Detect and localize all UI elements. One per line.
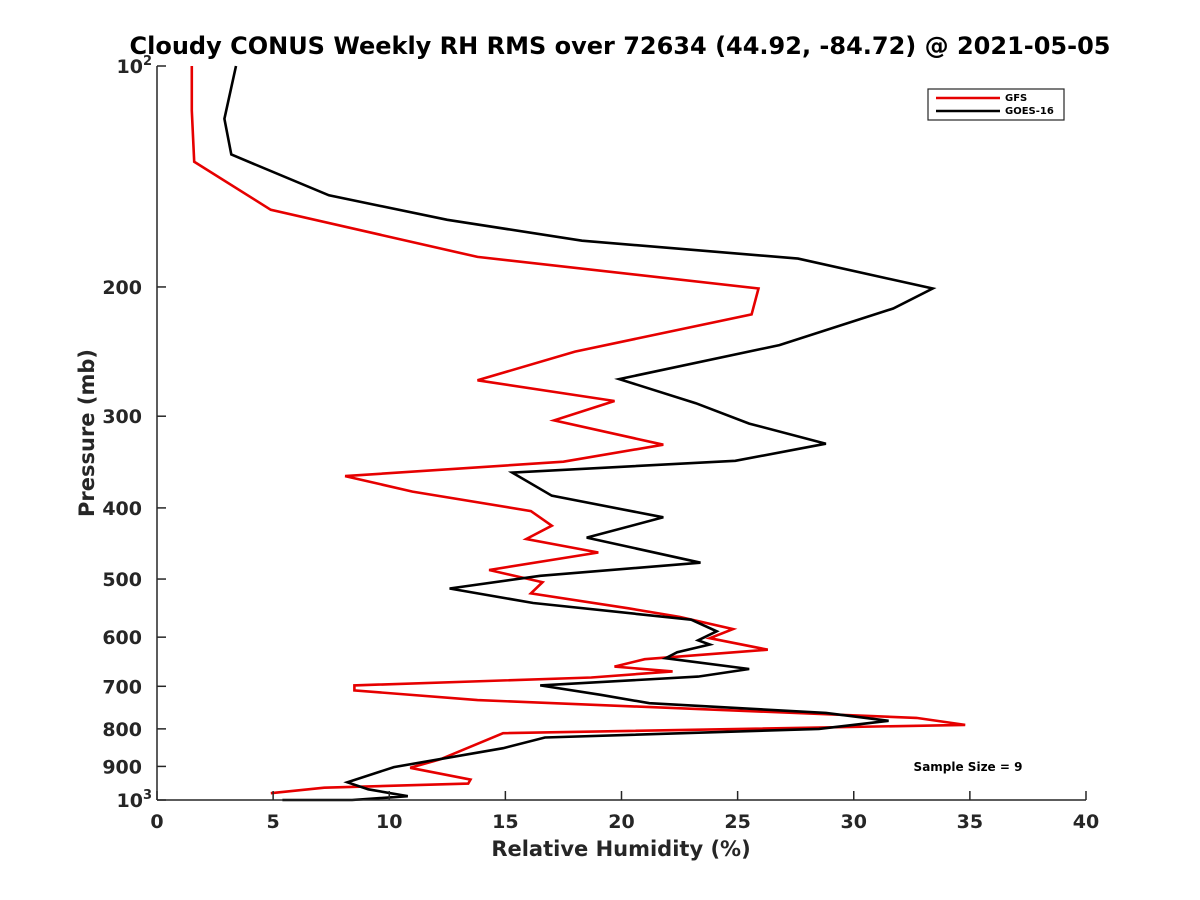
y-tick-label: 102 (117, 54, 153, 78)
y-tick-label: 300 (102, 406, 142, 428)
x-ticks: 0 5 10 15 20 25 30 35 40 (150, 791, 1099, 833)
legend-label-gfs: GFS (1005, 93, 1027, 104)
x-axis-label: Relative Humidity (%) (491, 837, 750, 861)
y-tick-label: 500 (102, 569, 142, 591)
x-tick-label: 20 (608, 811, 634, 833)
legend-label-goes16: GOES-16 (1005, 106, 1054, 117)
legend: GFS GOES-16 (927, 88, 1065, 121)
y-tick-label: 700 (102, 676, 142, 698)
y-ticks: 102 200 300 400 500 600 700 800 900 103 (102, 54, 166, 812)
x-tick-label: 5 (267, 811, 280, 833)
x-tick-label: 35 (957, 811, 983, 833)
y-tick-label: 600 (102, 627, 142, 649)
plot-lines (190, 65, 966, 802)
y-tick-label: 400 (102, 498, 142, 520)
legend-box (927, 88, 1065, 121)
x-tick-label: 40 (1073, 811, 1099, 833)
x-tick-label: 10 (376, 811, 402, 833)
y-tick-label: 103 (117, 788, 153, 812)
x-tick-label: 15 (492, 811, 518, 833)
y-tick-label: 800 (102, 719, 142, 741)
x-tick-label: 30 (841, 811, 867, 833)
x-tick-label: 25 (724, 811, 750, 833)
y-axis-label: Pressure (mb) (75, 349, 99, 517)
sample-size-annotation: Sample Size = 9 (914, 760, 1023, 774)
series-line-gfs (190, 66, 966, 795)
y-tick-label: 200 (102, 277, 142, 299)
y-tick-label: 900 (102, 756, 142, 778)
x-tick-label: 0 (150, 811, 163, 833)
chart-title: Cloudy CONUS Weekly RH RMS over 72634 (4… (130, 32, 1111, 60)
series-line-goes16 (223, 65, 937, 802)
